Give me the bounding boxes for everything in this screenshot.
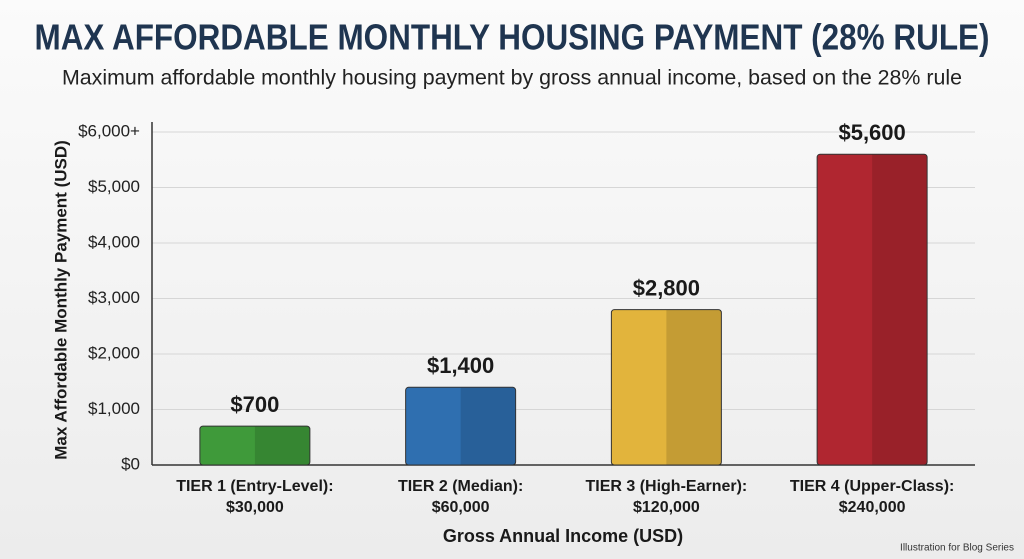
y-tick-label: $6,000+ [78, 121, 140, 140]
chart-title: MAX AFFORDABLE MONTHLY HOUSING PAYMENT (… [35, 17, 990, 58]
x-tick-label: $60,000 [432, 499, 490, 516]
value-label: $1,400 [427, 353, 494, 378]
x-tick-label: $30,000 [226, 499, 284, 516]
x-tick-label: $120,000 [633, 499, 700, 516]
value-label: $2,800 [633, 275, 700, 300]
bar [405, 386, 517, 466]
annotation: Illustration for Blog Series [900, 543, 1014, 554]
y-tick-label: $1,000 [88, 399, 140, 418]
x-tick-label: TIER 3 (High-Earner): [585, 478, 747, 495]
value-label: $5,600 [838, 120, 905, 145]
y-tick-label: $0 [121, 454, 140, 473]
y-axis-title: Max Affordable Monthly Payment (USD) [51, 140, 70, 460]
chart-subtitle: Maximum affordable monthly housing payme… [62, 67, 962, 90]
bar-shade [460, 387, 516, 465]
x-tick-label: $240,000 [839, 499, 906, 516]
x-tick-label: TIER 1 (Entry-Level): [176, 478, 333, 495]
bar-shade [872, 154, 927, 465]
y-tick-label: $2,000 [88, 343, 140, 362]
y-tick-label: $3,000 [88, 288, 140, 307]
bar [199, 425, 311, 466]
bar-shade [666, 310, 721, 465]
y-tick-label: $4,000 [88, 232, 140, 251]
y-tick-label: $5,000 [88, 177, 140, 196]
x-tick-label: TIER 2 (Median): [398, 478, 523, 495]
value-label: $700 [230, 392, 279, 417]
x-tick-label: TIER 4 (Upper-Class): [790, 478, 954, 495]
x-axis-title: Gross Annual Income (USD) [443, 526, 683, 546]
bar-shade [254, 426, 310, 465]
bar [816, 153, 928, 466]
bar [610, 309, 722, 466]
